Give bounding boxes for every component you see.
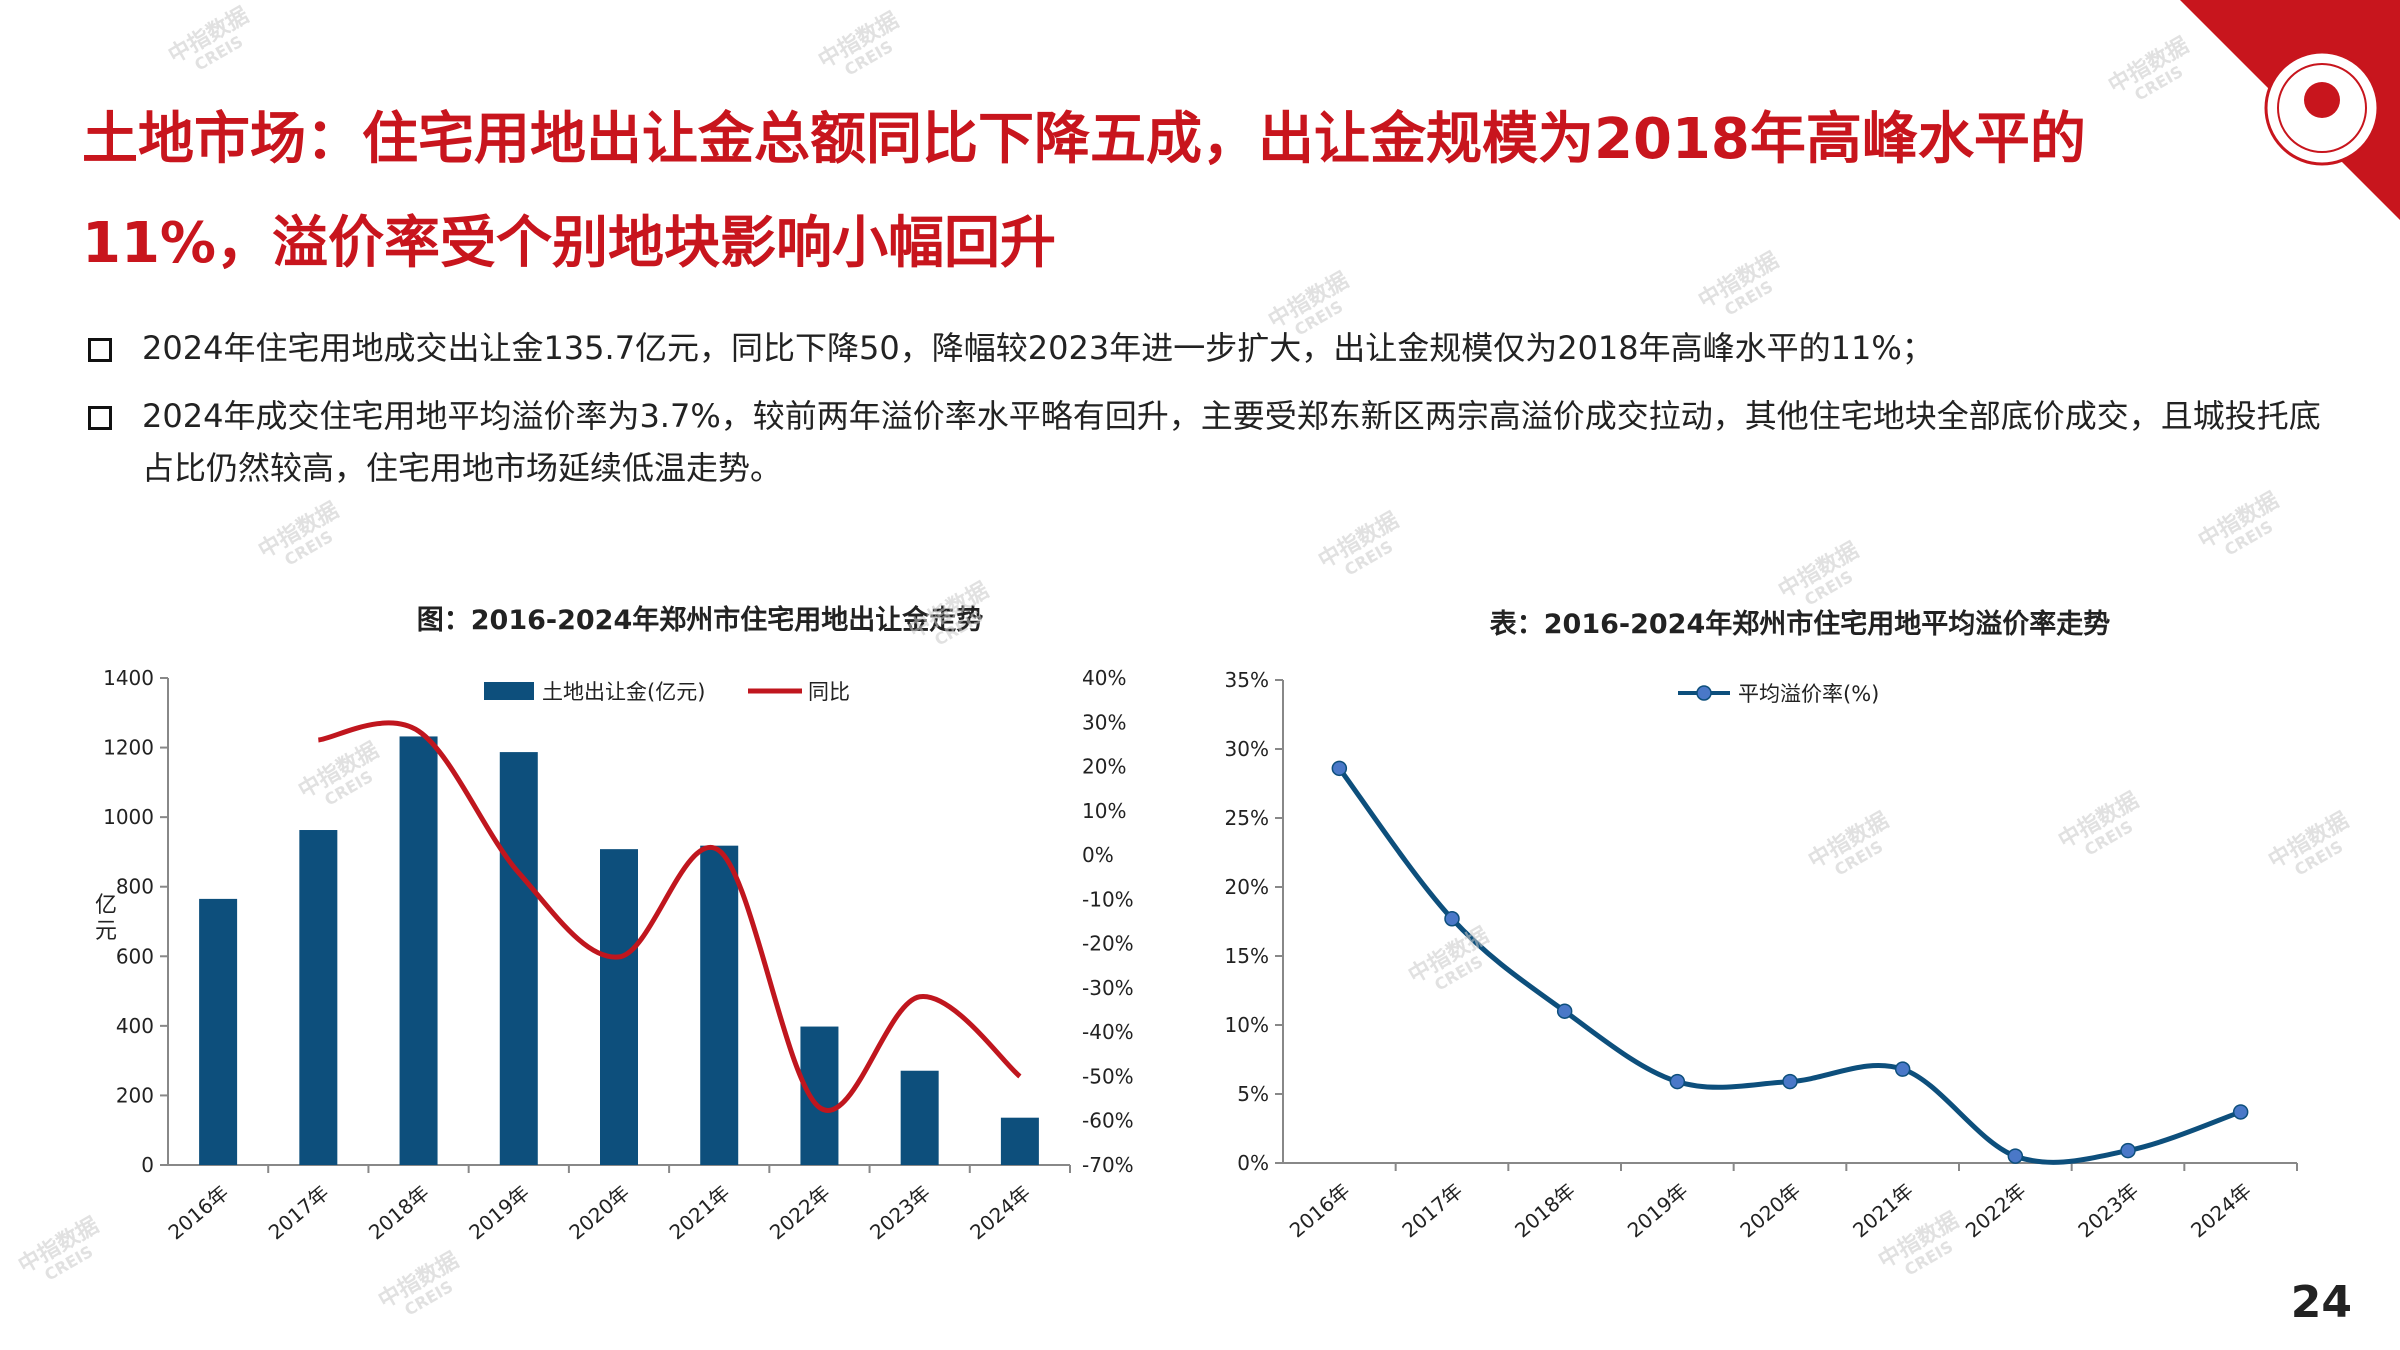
legend-swatch-bar [484, 682, 534, 700]
legend-label-bar: 土地出让金(亿元) [542, 680, 705, 704]
bar [900, 1070, 939, 1165]
y2-tick-label: 10% [1082, 799, 1126, 823]
y2-tick-label: 0% [1082, 843, 1114, 867]
data-point [1669, 1073, 1686, 1090]
y2-tick-label: -60% [1082, 1109, 1134, 1133]
x-tick-label: 2017年 [1397, 1178, 1467, 1242]
data-point [2232, 1104, 2249, 1120]
y-tick-label: 1200 [103, 736, 154, 760]
bar [700, 845, 739, 1165]
x-tick-label: 2024年 [2186, 1178, 2256, 1242]
bullet-list: 2024年住宅用地成交出让金135.7亿元，同比下降50，降幅较2023年进一步… [82, 322, 2342, 510]
bullet-item: 2024年成交住宅用地平均溢价率为3.7%，较前两年溢价率水平略有回升，主要受郑… [82, 390, 2342, 494]
square-bullet-icon [88, 338, 112, 362]
page-number: 24 [2290, 1277, 2352, 1328]
y-axis-label: 元 [95, 919, 117, 944]
y-tick-label: 0% [1237, 1151, 1269, 1175]
bullet-item: 2024年住宅用地成交出让金135.7亿元，同比下降50，降幅较2023年进一步… [82, 322, 2342, 374]
page-title: 土地市场：住宅用地出让金总额同比下降五成，出让金规模为2018年高峰水平的11%… [82, 107, 2086, 276]
y2-tick-label: 30% [1082, 710, 1126, 734]
y-tick-label: 10% [1225, 1013, 1269, 1037]
y2-tick-label: -10% [1082, 887, 1134, 911]
y-tick-label: 20% [1225, 875, 1269, 899]
y-tick-label: 1400 [103, 666, 154, 690]
bar [1000, 1117, 1039, 1165]
y-tick-label: 600 [116, 944, 154, 968]
x-tick-label: 2018年 [1510, 1178, 1580, 1242]
y2-tick-label: -70% [1082, 1153, 1134, 1177]
x-tick-label: 2020年 [1735, 1178, 1805, 1242]
chart-title-premium-rate: 表：2016-2024年郑州市住宅用地平均溢价率走势 [1489, 609, 2111, 640]
legend-marker [1696, 685, 1712, 701]
square-bullet-icon [88, 406, 112, 430]
data-point [1444, 910, 1460, 927]
data-point [1894, 1061, 1911, 1077]
y-tick-label: 0 [141, 1153, 154, 1177]
bullet-text: 2024年住宅用地成交出让金135.7亿元，同比下降50，降幅较2023年进一步… [142, 329, 1934, 367]
bar [399, 736, 438, 1165]
y2-tick-label: -50% [1082, 1064, 1134, 1088]
y-tick-label: 1000 [103, 805, 154, 829]
y-tick-label: 35% [1225, 668, 1269, 692]
data-point [2007, 1148, 2024, 1164]
data-point [1556, 1003, 1573, 1019]
yoy-series-line [317, 720, 1022, 1113]
y2-tick-label: 20% [1082, 755, 1126, 779]
x-tick-label: 2023年 [2073, 1178, 2143, 1242]
chart-title-land-revenue: 图：2016-2024年郑州市住宅用地出让金走势 [416, 605, 984, 636]
y-tick-label: 200 [116, 1083, 154, 1107]
y-axis-label: 亿 [95, 893, 117, 918]
y2-tick-label: 40% [1082, 666, 1126, 690]
bar [800, 1026, 839, 1165]
y-tick-label: 400 [116, 1014, 154, 1038]
y2-tick-label: -20% [1082, 932, 1134, 956]
x-tick-label: 2022年 [1961, 1178, 2031, 1242]
brand-corner-logo [2180, 0, 2400, 220]
y-tick-label: 15% [1225, 944, 1269, 968]
x-tick-label: 2019年 [1623, 1178, 1693, 1242]
data-point [1331, 760, 1348, 777]
legend-label: 平均溢价率(%) [1738, 682, 1879, 706]
y-tick-label: 30% [1225, 737, 1269, 761]
y-tick-label: 800 [116, 875, 154, 899]
y2-tick-label: -40% [1082, 1020, 1134, 1044]
x-tick-label: 2016年 [1285, 1178, 1355, 1242]
bullet-text: 2024年成交住宅用地平均溢价率为3.7%，较前两年溢价率水平略有回升，主要受郑… [142, 397, 2321, 487]
bar [199, 898, 238, 1165]
bar [299, 830, 338, 1165]
y-tick-label: 5% [1237, 1082, 1269, 1106]
y-tick-label: 25% [1225, 806, 1269, 830]
y2-tick-label: -30% [1082, 976, 1134, 1000]
bar [499, 752, 538, 1165]
data-point [2120, 1142, 2136, 1159]
data-point [1782, 1073, 1798, 1090]
legend-label-line: 同比 [808, 680, 850, 704]
bar [600, 849, 638, 1165]
